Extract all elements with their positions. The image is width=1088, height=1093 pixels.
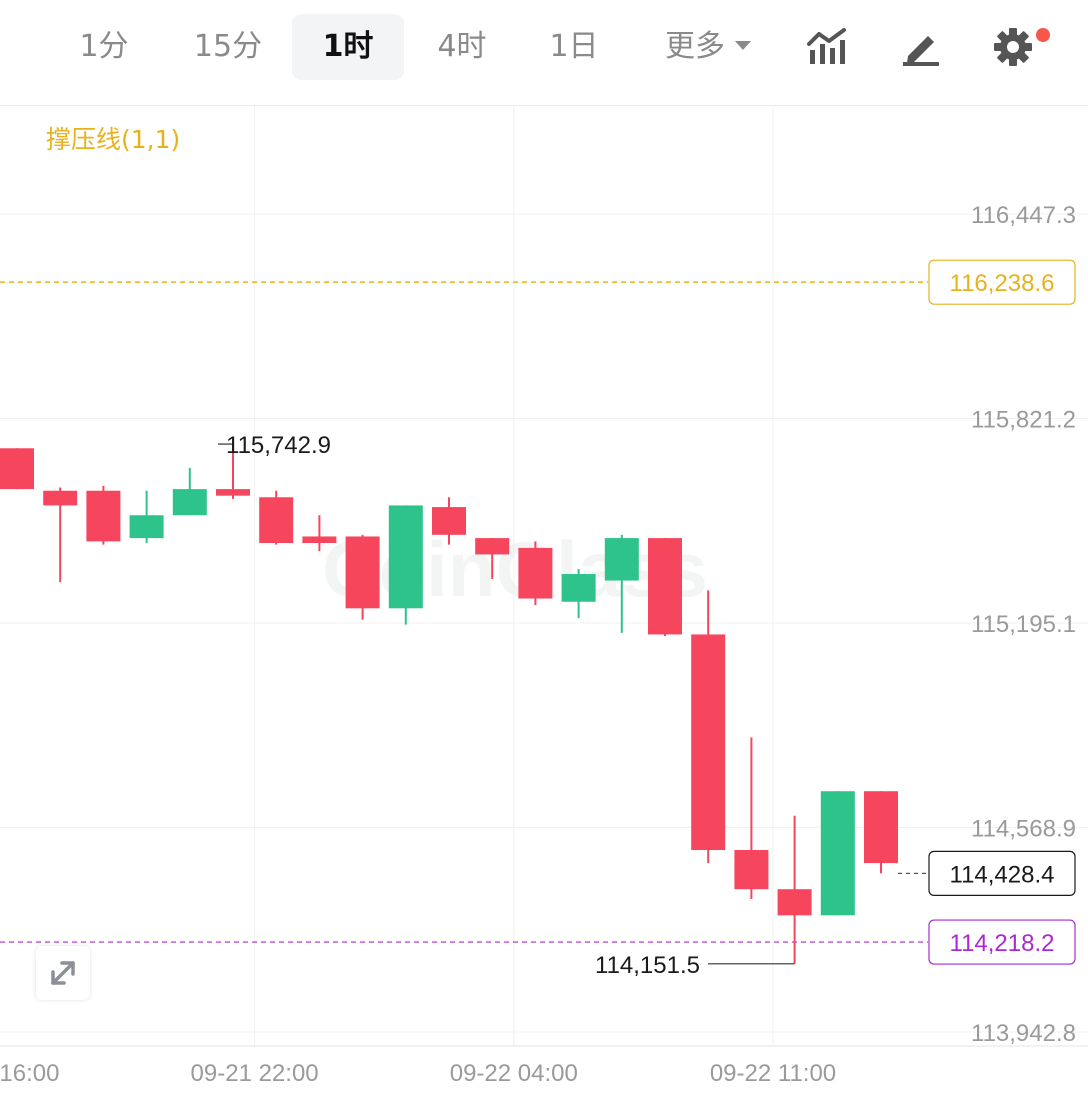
candle-body-down — [43, 490, 78, 506]
x-tick-label: 09-21 16:00 — [0, 1060, 59, 1087]
timeframe-4h[interactable]: 4时 — [437, 29, 487, 64]
more-timeframes-dropdown[interactable]: 更多 — [648, 14, 768, 80]
candle-body-down — [86, 490, 121, 542]
timeframe-1m[interactable]: 1分 — [79, 29, 129, 64]
high-price-label: 115,742.9 — [226, 432, 331, 459]
last-price-label: 114,428.4 — [950, 861, 1055, 888]
resistance-price-box — [928, 259, 1076, 305]
candle-body-down — [777, 889, 812, 916]
candle-body-down — [259, 497, 294, 543]
support-price-label: 114,218.2 — [950, 930, 1055, 957]
candle-body-up — [172, 489, 207, 516]
y-tick-label: 115,195.1 — [971, 611, 1076, 638]
notification-dot — [1036, 28, 1050, 42]
candle-body-down — [475, 538, 510, 555]
watermark: CoinGlass — [322, 525, 708, 613]
y-tick-label: 114,568.9 — [971, 816, 1076, 843]
indicator-label: 撑压线(1,1) — [46, 125, 181, 154]
resistance-price-label: 116,238.6 — [950, 270, 1055, 297]
settings-gear-icon[interactable] — [992, 26, 1034, 68]
low-price-label: 114,151.5 — [595, 952, 700, 979]
timeframe-15m[interactable]: 15分 — [193, 29, 263, 64]
x-tick-label: 09-22 11:00 — [710, 1060, 836, 1087]
candle-body-up — [820, 791, 855, 916]
candle-body-down — [0, 448, 34, 490]
chart-indicator-icon[interactable] — [806, 26, 848, 68]
x-tick-label: 09-22 04:00 — [450, 1060, 578, 1087]
draw-pen-icon[interactable] — [900, 26, 942, 68]
expand-arrows-icon — [51, 961, 75, 985]
candle-body-down — [302, 536, 337, 543]
candle-body-up — [388, 505, 423, 609]
candle-body-down — [216, 489, 250, 496]
candle-body-up — [604, 538, 639, 581]
candle-body-down — [734, 850, 769, 890]
more-label: 更多 — [665, 29, 725, 64]
candle-body-up — [561, 574, 596, 602]
last-price-box — [928, 850, 1076, 896]
expand-chart-button[interactable] — [36, 946, 90, 1000]
candle-body-down — [864, 791, 898, 864]
timeframe-1d[interactable]: 1日 — [549, 29, 599, 64]
candle-body-down — [345, 536, 380, 609]
x-tick-label: 09-21 22:00 — [191, 1060, 319, 1087]
y-tick-label: 115,821.2 — [971, 406, 1076, 433]
support-price-box — [928, 919, 1076, 965]
candlestick-chart[interactable]: CoinGlass 116,447.3 115,821.2 115,195.1 114,… — [0, 106, 1088, 1093]
candle-body-down — [432, 507, 466, 535]
candle-body-down — [518, 547, 553, 599]
y-tick-label: 113,942.8 — [971, 1020, 1076, 1047]
candle-body-down — [691, 634, 726, 851]
caret-down-icon — [735, 41, 751, 50]
candle-body-down — [648, 538, 682, 635]
toolbar: 1分 15分 1时 4时 1日 更多 — [0, 0, 1088, 106]
candle-body-up — [129, 515, 164, 539]
y-tick-label: 116,447.3 — [971, 202, 1076, 229]
timeframe-1h[interactable]: 1时 — [292, 14, 404, 80]
